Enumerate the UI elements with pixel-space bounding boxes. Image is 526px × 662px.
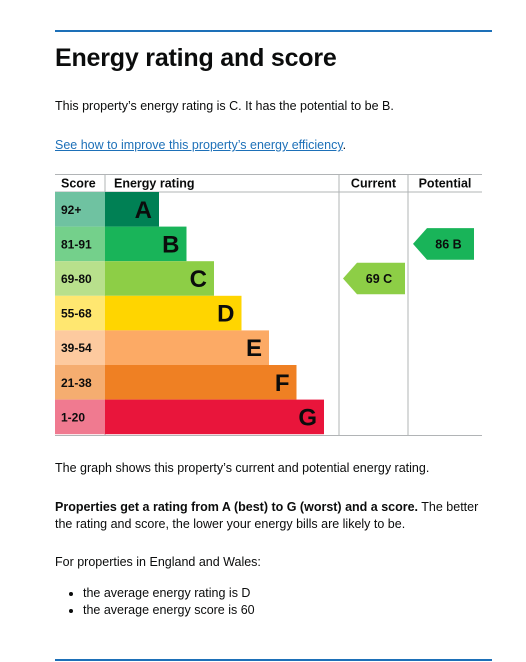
potential-rating-arrow <box>413 228 474 260</box>
england-wales-intro: For properties in England and Wales: <box>55 555 261 569</box>
score-range-label: 1-20 <box>61 410 85 424</box>
rating-bar-d <box>105 295 242 331</box>
improve-efficiency-link[interactable]: See how to improve this property’s energ… <box>55 138 343 152</box>
rating-bar-c <box>105 261 214 296</box>
rating-summary: This property’s energy rating is C. It h… <box>55 99 394 113</box>
score-range-label: 69-80 <box>61 272 92 286</box>
rating-bar-e <box>105 330 269 365</box>
score-cell <box>55 192 105 227</box>
rating-letter-g: G <box>298 404 317 431</box>
score-range-label: 39-54 <box>61 341 92 355</box>
score-range-label: 81-91 <box>61 237 92 251</box>
score-cell <box>55 365 105 400</box>
rating-letter-a: A <box>135 197 152 224</box>
averages-list: the average energy rating is D the avera… <box>55 585 255 619</box>
average-score-item: the average energy score is 60 <box>83 602 255 619</box>
graph-caption: The graph shows this property’s current … <box>55 461 430 475</box>
bottom-divider <box>55 659 492 661</box>
rating-explanation-bold: Properties get a rating from A (best) to… <box>55 500 419 514</box>
rating-letter-c: C <box>190 266 207 293</box>
top-divider <box>55 30 492 32</box>
score-cell <box>55 330 105 365</box>
rating-letter-e: E <box>246 335 262 362</box>
header-potential: Potential <box>419 177 472 191</box>
rating-bar-g <box>105 399 324 435</box>
score-range-label: 21-38 <box>61 376 92 390</box>
rating-explanation-rest: The better the rating and score, the low… <box>55 500 479 531</box>
average-rating-item: the average energy rating is D <box>83 585 255 602</box>
improve-suffix: . <box>342 138 347 152</box>
score-cell <box>55 399 105 435</box>
current-rating-arrow-label: 69 C <box>366 272 392 286</box>
current-rating-arrow <box>343 262 405 295</box>
rating-explanation: Properties get a rating from A (best) to… <box>55 499 495 533</box>
score-range-label: 92+ <box>61 203 81 217</box>
header-current: Current <box>351 177 397 191</box>
score-cell <box>55 295 105 331</box>
improve-paragraph: See how to improve this property’s energ… <box>55 137 495 154</box>
rating-bar-b <box>105 226 187 262</box>
page-title: Energy rating and score <box>55 44 337 72</box>
header-energy-rating: Energy rating <box>114 177 195 191</box>
rating-bar-f <box>105 365 297 400</box>
potential-rating-arrow-label: 86 B <box>435 237 461 251</box>
rating-letter-b: B <box>162 231 179 258</box>
rating-bar-a <box>105 192 159 227</box>
score-cell <box>55 261 105 296</box>
score-cell <box>55 226 105 262</box>
score-range-label: 55-68 <box>61 307 92 321</box>
rating-letter-d: D <box>217 301 234 328</box>
energy-rating-chart: Score Energy rating Current Potential 92+ A 81… <box>55 174 482 436</box>
rating-letter-f: F <box>275 370 290 397</box>
header-score: Score <box>61 177 96 191</box>
